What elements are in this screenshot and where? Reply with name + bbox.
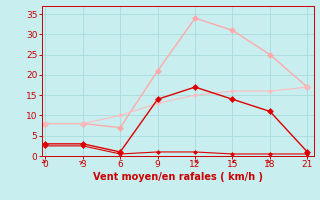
X-axis label: Vent moyen/en rafales ( km/h ): Vent moyen/en rafales ( km/h )	[92, 172, 263, 182]
